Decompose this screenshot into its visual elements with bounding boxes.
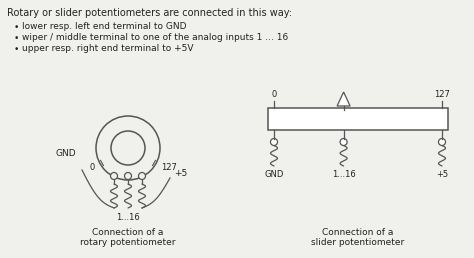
Text: Connection of a
slider potentiometer: Connection of a slider potentiometer [311,228,405,247]
Text: +5: +5 [436,170,448,179]
Circle shape [110,173,118,180]
Polygon shape [337,92,350,106]
Text: lower resp. left end terminal to GND: lower resp. left end terminal to GND [22,22,186,31]
Text: 1...16: 1...16 [116,213,140,222]
Circle shape [340,139,347,146]
Text: 0: 0 [90,163,95,172]
Text: 0: 0 [272,90,277,99]
Text: •: • [14,34,19,43]
Text: GND: GND [264,170,283,179]
Circle shape [125,173,131,180]
Text: 1...16: 1...16 [332,170,356,179]
Circle shape [111,131,145,165]
Text: Connection of a
rotary potentiometer: Connection of a rotary potentiometer [80,228,176,247]
Bar [268,108,448,130]
Text: wiper / middle terminal to one of the analog inputs 1 ... 16: wiper / middle terminal to one of the an… [22,33,288,42]
Text: upper resp. right end terminal to +5V: upper resp. right end terminal to +5V [22,44,193,53]
Text: GND: GND [55,149,76,157]
Circle shape [438,139,446,146]
Text: 127: 127 [434,90,450,99]
Circle shape [271,139,277,146]
Text: 127: 127 [161,163,177,172]
Text: •: • [14,45,19,54]
Text: +5: +5 [174,168,187,178]
Text: Rotary or slider potentiometers are connected in this way:: Rotary or slider potentiometers are conn… [7,8,292,18]
Text: •: • [14,23,19,32]
Circle shape [138,173,146,180]
